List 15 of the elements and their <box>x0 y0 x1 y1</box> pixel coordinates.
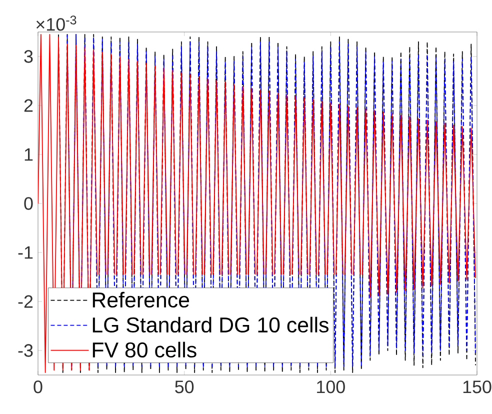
x-tick-label: 150 <box>463 380 492 394</box>
y-tick-label: 2 <box>24 99 33 112</box>
legend-label: LG Standard DG 10 cells <box>92 316 328 333</box>
y-tick-label: 1 <box>24 148 33 161</box>
y-tick-label: -3 <box>18 344 33 357</box>
x-tick-label: 0 <box>34 380 42 394</box>
y-tick-label: -1 <box>18 246 33 259</box>
legend-label: FV 80 cells <box>92 342 196 358</box>
text: ×10$^{-3}$ <box>36 16 76 31</box>
x-tick-label: 50 <box>175 380 194 394</box>
x-tick-label: 100 <box>317 380 345 394</box>
legend-label: Reference <box>92 292 190 308</box>
y-tick-label: 0 <box>24 197 33 210</box>
y-tick-label: 3 <box>24 50 33 63</box>
y-tick-label: -2 <box>18 295 33 308</box>
